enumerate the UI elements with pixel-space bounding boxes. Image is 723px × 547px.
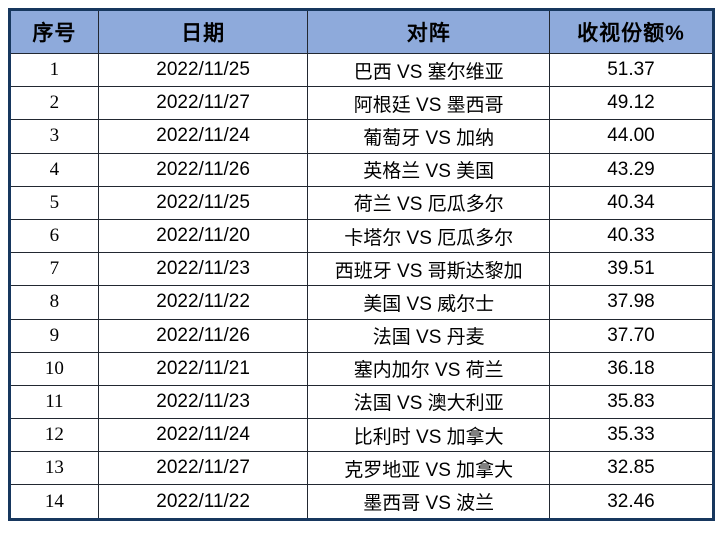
share-cell: 37.98 <box>548 285 715 320</box>
match-cell: 卡塔尔 VS 厄瓜多尔 <box>307 218 550 254</box>
index-cell: 9 <box>9 318 99 353</box>
share-cell: 44.00 <box>548 119 715 154</box>
date-cell: 2022/11/21 <box>97 351 309 386</box>
match-cell: 墨西哥 VS 波兰 <box>307 484 550 520</box>
table-row: 3 2022/11/24 葡萄牙 VS 加纳 44.00 <box>9 119 715 154</box>
index-cell: 1 <box>9 52 99 88</box>
index-cell: 8 <box>9 285 99 320</box>
date-cell: 2022/11/22 <box>97 484 309 520</box>
share-cell: 32.46 <box>548 484 715 520</box>
share-cell: 37.70 <box>548 318 715 353</box>
share-cell: 49.12 <box>548 86 715 121</box>
share-cell: 43.29 <box>548 152 715 187</box>
match-cell: 克罗地亚 VS 加拿大 <box>307 451 550 486</box>
match-cell: 法国 VS 澳大利亚 <box>307 384 550 420</box>
table-row: 4 2022/11/26 英格兰 VS 美国 43.29 <box>9 152 715 187</box>
index-cell: 6 <box>9 218 99 254</box>
date-cell: 2022/11/26 <box>97 318 309 353</box>
share-cell: 35.83 <box>548 384 715 420</box>
table-row: 7 2022/11/23 西班牙 VS 哥斯达黎加 39.51 <box>9 252 715 287</box>
table-row: 8 2022/11/22 美国 VS 威尔士 37.98 <box>9 285 715 320</box>
match-cell: 阿根廷 VS 墨西哥 <box>307 86 550 121</box>
match-cell: 荷兰 VS 厄瓜多尔 <box>307 185 550 220</box>
date-cell: 2022/11/23 <box>97 252 309 287</box>
table-row: 1 2022/11/25 巴西 VS 塞尔维亚 51.37 <box>9 52 715 88</box>
table-row: 13 2022/11/27 克罗地亚 VS 加拿大 32.85 <box>9 451 715 486</box>
header-share: 收视份额% <box>548 9 715 54</box>
table-row: 5 2022/11/25 荷兰 VS 厄瓜多尔 40.34 <box>9 185 715 220</box>
date-cell: 2022/11/20 <box>97 218 309 254</box>
share-cell: 36.18 <box>548 351 715 386</box>
ratings-table: 序号 日期 对阵 收视份额% 1 2022/11/25 巴西 VS 塞尔维亚 5… <box>8 8 715 521</box>
share-cell: 39.51 <box>548 252 715 287</box>
header-date: 日期 <box>97 9 309 54</box>
match-cell: 葡萄牙 VS 加纳 <box>307 119 550 154</box>
index-cell: 12 <box>9 418 99 453</box>
date-cell: 2022/11/25 <box>97 52 309 88</box>
header-row: 序号 日期 对阵 收视份额% <box>9 9 715 54</box>
match-cell: 英格兰 VS 美国 <box>307 152 550 187</box>
table-row: 9 2022/11/26 法国 VS 丹麦 37.70 <box>9 318 715 353</box>
date-cell: 2022/11/24 <box>97 418 309 453</box>
table-row: 12 2022/11/24 比利时 VS 加拿大 35.33 <box>9 418 715 453</box>
table-row: 6 2022/11/20 卡塔尔 VS 厄瓜多尔 40.33 <box>9 218 715 254</box>
match-cell: 比利时 VS 加拿大 <box>307 418 550 453</box>
table-row: 11 2022/11/23 法国 VS 澳大利亚 35.83 <box>9 384 715 420</box>
share-cell: 40.33 <box>548 218 715 254</box>
index-cell: 2 <box>9 86 99 121</box>
date-cell: 2022/11/27 <box>97 451 309 486</box>
date-cell: 2022/11/25 <box>97 185 309 220</box>
match-cell: 塞内加尔 VS 荷兰 <box>307 351 550 386</box>
match-cell: 西班牙 VS 哥斯达黎加 <box>307 252 550 287</box>
date-cell: 2022/11/23 <box>97 384 309 420</box>
ratings-table-container: 序号 日期 对阵 收视份额% 1 2022/11/25 巴西 VS 塞尔维亚 5… <box>8 8 715 521</box>
table-row: 14 2022/11/22 墨西哥 VS 波兰 32.46 <box>9 484 715 520</box>
table-header: 序号 日期 对阵 收视份额% <box>9 9 715 54</box>
index-cell: 7 <box>9 252 99 287</box>
index-cell: 5 <box>9 185 99 220</box>
date-cell: 2022/11/24 <box>97 119 309 154</box>
share-cell: 32.85 <box>548 451 715 486</box>
date-cell: 2022/11/27 <box>97 86 309 121</box>
share-cell: 51.37 <box>548 52 715 88</box>
share-cell: 35.33 <box>548 418 715 453</box>
share-cell: 40.34 <box>548 185 715 220</box>
match-cell: 美国 VS 威尔士 <box>307 285 550 320</box>
date-cell: 2022/11/26 <box>97 152 309 187</box>
match-cell: 法国 VS 丹麦 <box>307 318 550 353</box>
table-body: 1 2022/11/25 巴西 VS 塞尔维亚 51.37 2 2022/11/… <box>9 52 715 520</box>
index-cell: 3 <box>9 119 99 154</box>
index-cell: 10 <box>9 351 99 386</box>
index-cell: 14 <box>9 484 99 520</box>
header-match: 对阵 <box>307 9 550 54</box>
table-row: 10 2022/11/21 塞内加尔 VS 荷兰 36.18 <box>9 351 715 386</box>
index-cell: 11 <box>9 384 99 420</box>
index-cell: 13 <box>9 451 99 486</box>
match-cell: 巴西 VS 塞尔维亚 <box>307 52 550 88</box>
index-cell: 4 <box>9 152 99 187</box>
table-row: 2 2022/11/27 阿根廷 VS 墨西哥 49.12 <box>9 86 715 121</box>
header-index: 序号 <box>9 9 99 54</box>
date-cell: 2022/11/22 <box>97 285 309 320</box>
